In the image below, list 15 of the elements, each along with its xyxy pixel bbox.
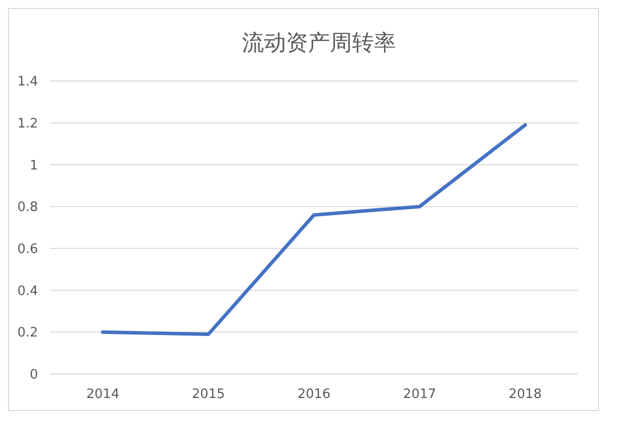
x-tick-label: 2017 bbox=[403, 387, 436, 402]
line-series bbox=[101, 123, 527, 336]
y-tick-label: 0 bbox=[30, 368, 38, 383]
y-tick-label: 0.8 bbox=[17, 200, 38, 216]
y-tick-label: 1 bbox=[30, 158, 38, 174]
x-tick-label: 2018 bbox=[508, 387, 542, 402]
y-tick-label: 0.2 bbox=[17, 326, 38, 341]
y-tick-label: 1.4 bbox=[17, 74, 38, 90]
x-tick-label: 2016 bbox=[297, 387, 331, 402]
y-tick-label: 0.4 bbox=[17, 284, 38, 299]
x-tick-label: 2014 bbox=[86, 387, 120, 402]
chart-title: 流动资产周转率 bbox=[242, 31, 396, 56]
x-tick-label: 2015 bbox=[192, 387, 225, 402]
y-tick-label: 0.6 bbox=[17, 242, 38, 257]
y-tick-label: 1.2 bbox=[17, 116, 38, 132]
